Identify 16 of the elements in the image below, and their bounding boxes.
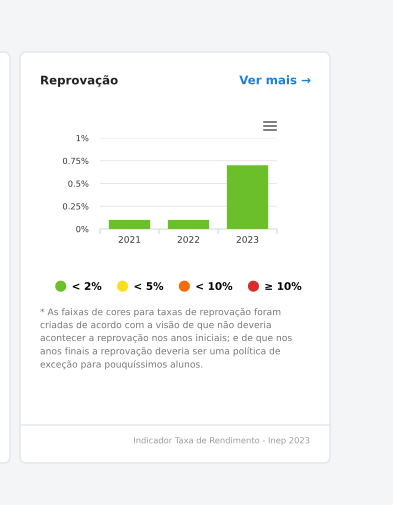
legend-label: < 10% bbox=[196, 282, 232, 290]
text: Ver mais → bbox=[239, 75, 310, 84]
y-tick-label: 0.25% bbox=[62, 203, 88, 210]
x-tick-label: 2022 bbox=[178, 236, 200, 243]
y-tick-label: 0.75% bbox=[62, 158, 88, 164]
y-tick-label: 1% bbox=[76, 134, 88, 142]
x-tick-label: 2021 bbox=[118, 236, 140, 243]
x-tick-label: 2023 bbox=[236, 236, 258, 243]
text: * As faixas de cores para taxas de reprovação foram criadas de acordo com a visão de que não deveria acontecer a reprovação nos anos iniciais; e de que nos anos finais a reprovação deveria ser uma política de exceção para pouquíssimos alunos. bbox=[40, 308, 292, 370]
y-tick-label: 0% bbox=[76, 226, 88, 232]
chart-title: Reprovação bbox=[41, 75, 118, 87]
legend-label: ≥ 10% bbox=[265, 282, 302, 290]
legend-label: < 5% bbox=[134, 282, 164, 290]
text: Indicador Taxa de Rendimento - Inep 2023 bbox=[134, 436, 310, 446]
y-tick-label: 0.5% bbox=[68, 180, 88, 187]
legend-label: < 2% bbox=[72, 282, 102, 290]
